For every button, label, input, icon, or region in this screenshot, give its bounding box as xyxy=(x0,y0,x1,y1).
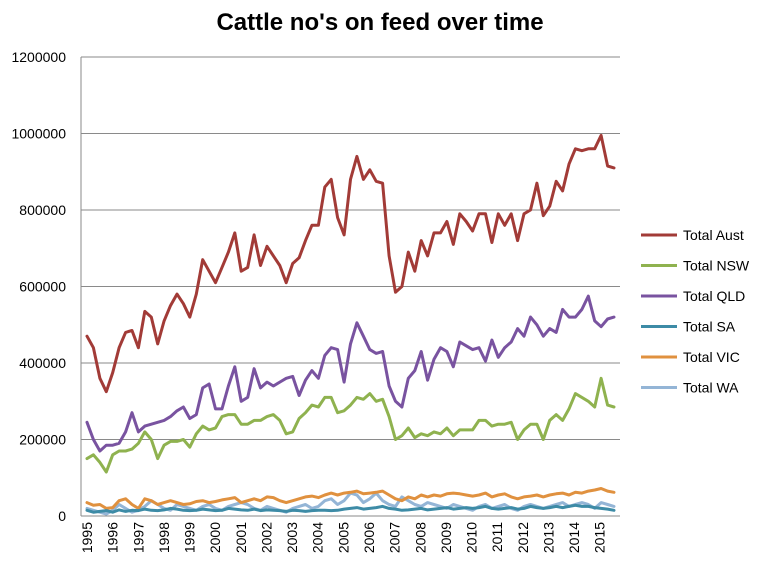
x-tick-label: 1997 xyxy=(130,522,146,553)
x-tick-label: 1996 xyxy=(105,522,121,553)
x-tick-label: 2003 xyxy=(284,522,300,553)
x-tick-label: 2009 xyxy=(438,522,454,553)
y-tick-label: 600000 xyxy=(19,279,66,295)
x-tick-label: 2010 xyxy=(464,522,480,553)
series-line-total-qld xyxy=(85,294,616,453)
legend: Total Aust Total NSW Total QLD Total SA Tota… xyxy=(641,227,750,396)
x-tick-label: 2011 xyxy=(489,522,505,552)
series-line-total-sa xyxy=(85,503,616,514)
x-tick-label: 1998 xyxy=(156,522,172,553)
series-line-total-vic xyxy=(85,487,616,510)
x-tick-label: 2013 xyxy=(540,522,556,553)
x-tick-label: 2004 xyxy=(310,522,326,553)
x-tick-label: 2008 xyxy=(412,522,428,553)
y-tick-label: 0 xyxy=(58,508,66,524)
y-tick-label: 800000 xyxy=(19,202,66,218)
x-tick-label: 2006 xyxy=(361,522,377,553)
series-lines xyxy=(85,133,616,516)
x-tick-label: 2000 xyxy=(207,522,223,553)
legend-label: Total WA xyxy=(683,380,739,396)
y-axis-ticks: 0 200000 400000 600000 800000 1000000 1200000 xyxy=(11,49,66,524)
x-tick-label: 2014 xyxy=(566,522,582,553)
legend-label: Total NSW xyxy=(683,258,750,274)
x-tick-label: 2007 xyxy=(387,522,403,553)
gridlines xyxy=(81,56,620,440)
legend-label: Total QLD xyxy=(683,288,745,304)
x-tick-label: 2015 xyxy=(592,522,608,553)
x-tick-label: 2002 xyxy=(258,522,274,553)
legend-label: Total SA xyxy=(683,319,736,335)
series-line-total-aust xyxy=(85,133,616,394)
y-tick-label: 400000 xyxy=(19,355,66,371)
x-tick-label: 1995 xyxy=(79,522,95,553)
x-tick-label: 2005 xyxy=(335,522,351,553)
chart-title: Cattle no's on feed over time xyxy=(216,9,543,36)
y-tick-label: 200000 xyxy=(19,432,66,448)
series-line-total-nsw xyxy=(85,376,616,474)
y-tick-label: 1200000 xyxy=(11,49,66,65)
x-tick-label: 2012 xyxy=(515,522,531,553)
legend-label: Total Aust xyxy=(683,227,744,243)
legend-label: Total VIC xyxy=(683,349,740,365)
x-tick-label: 1999 xyxy=(182,522,198,553)
y-tick-label: 1000000 xyxy=(11,126,66,142)
x-axis-ticks: 1995 1996 1997 1998 1999 2000 2001 2002 2003 2004… xyxy=(79,522,608,553)
x-tick-label: 2001 xyxy=(233,522,249,553)
